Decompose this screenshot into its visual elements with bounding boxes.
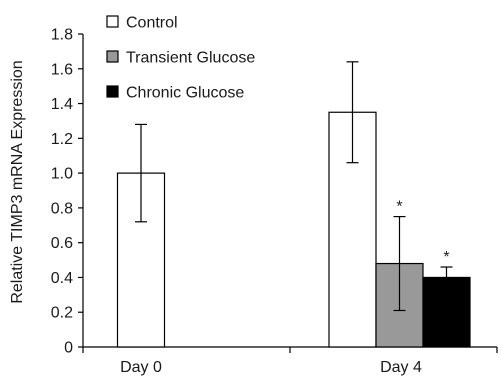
- y-tick-label: 1.0: [51, 166, 73, 183]
- legend-label: Chronic Glucose: [126, 85, 244, 102]
- y-tick-label: 0: [64, 340, 73, 357]
- legend-swatch: [106, 15, 119, 28]
- y-tick-label: 0.8: [51, 200, 73, 217]
- y-tick-label: 1.8: [51, 27, 73, 44]
- significance-marker: *: [443, 249, 449, 266]
- y-tick-label: 1.6: [51, 61, 73, 78]
- y-tick-label: 0.4: [51, 270, 73, 287]
- y-tick-label: 1.4: [51, 96, 73, 113]
- y-tick-label: 1.2: [51, 131, 73, 148]
- plot-area: 0 0.2 0.4 0.6 0.8 1.0 1.2 1.4 1.6 1.8 Day 0 Day 4 * *: [51, 27, 498, 376]
- legend-swatch: [106, 50, 119, 63]
- significance-marker: *: [396, 199, 402, 216]
- legend: Control Transient Glucose Chronic Glucose: [106, 15, 255, 102]
- y-axis-label: Relative TIMP3 mRNA Expression: [9, 60, 26, 303]
- legend-label: Transient Glucose: [126, 50, 255, 67]
- x-tick-label: Day 4: [380, 359, 422, 376]
- legend-swatch: [106, 85, 119, 98]
- y-tick-label: 0.6: [51, 235, 73, 252]
- legend-label: Control: [126, 15, 178, 32]
- y-tick-label: 0.2: [51, 305, 73, 322]
- x-tick-label: Day 0: [120, 359, 162, 376]
